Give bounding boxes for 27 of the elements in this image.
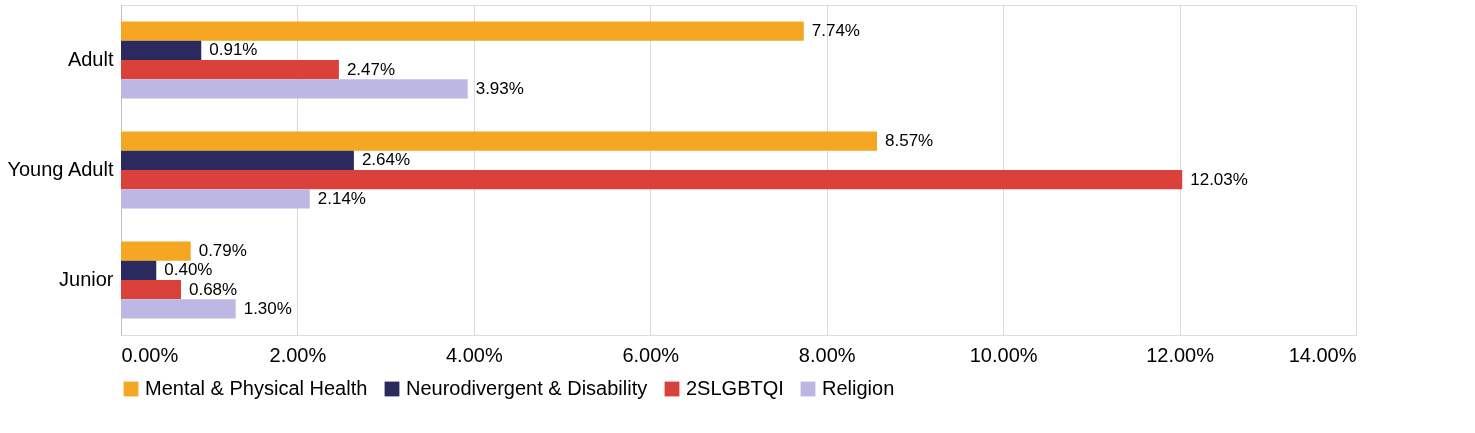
data-label: 12.03% [1190, 169, 1248, 189]
x-tick-label: 6.00% [622, 343, 680, 366]
x-tick-label: 2.00% [269, 343, 327, 366]
data-label: 0.68% [188, 279, 238, 299]
data-label: 0.91% [209, 40, 258, 60]
x-tick-label: 10.00% [969, 343, 1038, 366]
x-tick-label: 0.00% [121, 343, 179, 366]
data-label: 2.64% [361, 150, 411, 170]
legend-label: Neurodivergent & Disability [406, 377, 648, 399]
x-tick-label: 8.00% [798, 343, 856, 366]
y-tick-label: Junior [59, 268, 114, 290]
data-label: 0.40% [164, 260, 213, 280]
legend-label: 2SLGBTQI [686, 377, 784, 399]
data-label: 1.30% [243, 298, 292, 318]
data-label: 2.47% [346, 59, 396, 79]
legend-label: Religion [822, 377, 895, 399]
data-label: 0.79% [198, 241, 247, 261]
x-tick-label: 14.00% [1288, 343, 1357, 366]
data-label: 8.57% [885, 131, 934, 151]
legend-label: Mental & Physical Health [145, 377, 368, 399]
y-tick-label: Young Adult [7, 158, 114, 180]
data-label: 7.74% [811, 21, 860, 41]
x-tick-label: 4.00% [446, 343, 503, 366]
x-tick-label: 12.00% [1146, 343, 1215, 366]
data-label: 2.14% [317, 188, 366, 208]
y-tick-label: Adult [67, 48, 114, 70]
data-label: 3.93% [475, 78, 524, 98]
